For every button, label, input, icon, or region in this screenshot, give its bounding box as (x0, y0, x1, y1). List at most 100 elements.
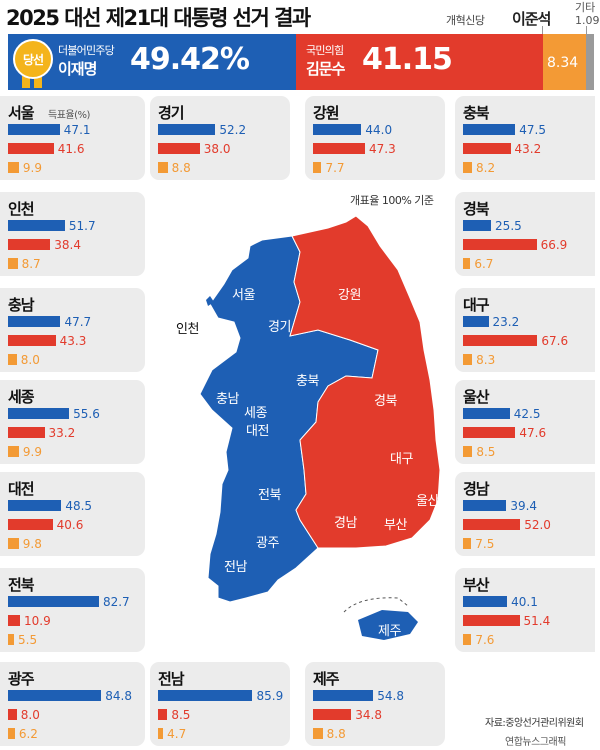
value-label: 7.6 (475, 633, 495, 647)
region-name: 경남 (463, 480, 490, 498)
map-region-red (289, 215, 441, 549)
bar-이재명 (313, 690, 374, 701)
region-panel (455, 472, 595, 556)
map-label: 전남 (224, 560, 247, 575)
bar-이재명 (8, 690, 102, 701)
map-label: 광주 (256, 536, 279, 551)
map-label: 대전 (246, 424, 269, 439)
bar-이준석 (158, 728, 164, 739)
map-label: 경기 (268, 320, 291, 335)
bar-이준석 (463, 634, 472, 645)
region-panel (455, 96, 595, 180)
region-panel (0, 472, 145, 556)
value-label: 8.8 (171, 161, 191, 175)
value-label: 66.9 (540, 238, 568, 252)
bar-이준석 (463, 162, 473, 173)
bar-김문수 (8, 709, 17, 720)
bar-김문수 (463, 427, 516, 438)
candidate-2-name: 김문수 (306, 60, 345, 78)
bar-김문수 (8, 143, 54, 154)
region-name: 울산 (463, 388, 490, 406)
value-label: 9.9 (22, 161, 42, 175)
bar-이재명 (463, 316, 489, 327)
map-label: 전북 (258, 488, 281, 503)
value-label: 38.0 (203, 142, 231, 156)
map-border-jeju (343, 597, 409, 613)
region-panel (0, 568, 145, 652)
bar-김문수 (158, 143, 200, 154)
value-label: 41.6 (57, 142, 85, 156)
bar-김문수 (463, 519, 521, 530)
value-label: 8.5 (171, 708, 191, 722)
region-name: 경북 (463, 200, 490, 218)
value-label: 40.1 (511, 595, 538, 609)
value-label: 8.7 (21, 257, 41, 271)
map-label: 경북 (374, 394, 397, 409)
bar-김문수 (463, 615, 520, 626)
bar-김문수 (8, 519, 53, 530)
candidate-1-name: 이재명 (58, 60, 97, 78)
value-label: 84.8 (105, 689, 132, 703)
value-label: 52.0 (524, 518, 551, 532)
region-name: 전북 (8, 576, 35, 594)
map-label: 울산 (416, 494, 439, 509)
value-label: 23.2 (492, 315, 520, 329)
value-label: 47.6 (519, 426, 547, 440)
value-label: 7.7 (325, 161, 345, 175)
legend-unit: 득표율(%) (48, 110, 90, 121)
bar-이준석 (313, 728, 323, 739)
region-panel (455, 568, 595, 652)
candidate-2-share: 41.15 (362, 42, 453, 77)
map-label: 서울 (232, 288, 255, 303)
value-label: 43.2 (514, 142, 542, 156)
bar-이재명 (8, 220, 65, 231)
candidate-3-share: 8.34 (547, 55, 579, 71)
bar-이재명 (8, 316, 61, 327)
value-label: 38.4 (54, 238, 81, 252)
bar-김문수 (158, 709, 168, 720)
region-name: 경기 (158, 104, 185, 122)
bar-이재명 (313, 124, 362, 135)
value-label: 34.8 (355, 708, 382, 722)
region-name: 강원 (313, 104, 340, 122)
credit-line: 연합뉴스그래픽 (505, 737, 566, 748)
value-label: 8.8 (326, 727, 346, 741)
candidate-3-name: 이준석 (512, 10, 551, 28)
chart-title: 2025 대선 제21대 대통령 선거 결과 (6, 6, 311, 30)
ribbon-right (34, 76, 42, 88)
region-panel (0, 192, 145, 276)
value-label: 39.4 (510, 499, 538, 513)
map-island (206, 296, 214, 306)
value-label: 4.7 (167, 727, 187, 741)
map-label: 경남 (334, 516, 357, 531)
bar-이준석 (463, 258, 471, 269)
value-label: 8.5 (476, 445, 496, 459)
bar-이재명 (158, 124, 216, 135)
value-label: 9.9 (22, 445, 42, 459)
value-label: 47.7 (64, 315, 92, 329)
bar-이준석 (158, 162, 168, 173)
value-label: 40.6 (56, 518, 84, 532)
region-name: 충북 (463, 104, 490, 122)
national-bar-candidate-1 (8, 34, 296, 90)
value-label: 6.2 (18, 727, 38, 741)
region-name: 대전 (8, 480, 35, 498)
map-label: 대구 (390, 452, 413, 467)
candidate-1-party: 더불어민주당 (58, 44, 115, 57)
count-note: 개표율 100% 기준 (350, 194, 434, 207)
map-label: 인천 (176, 322, 199, 337)
value-label: 5.5 (18, 633, 38, 647)
bar-이재명 (8, 408, 70, 419)
bar-이준석 (313, 162, 322, 173)
value-label: 47.5 (519, 123, 546, 137)
bar-김문수 (8, 427, 45, 438)
map-label: 충북 (296, 374, 319, 389)
value-label: 52.2 (219, 123, 247, 137)
national-bar-candidate-3 (543, 34, 586, 90)
region-panel (455, 192, 595, 276)
bar-김문수 (313, 143, 366, 154)
candidate-1-share: 49.42% (130, 42, 250, 77)
bar-이준석 (8, 728, 15, 739)
bar-이재명 (8, 500, 62, 511)
tick-mark (586, 26, 587, 34)
